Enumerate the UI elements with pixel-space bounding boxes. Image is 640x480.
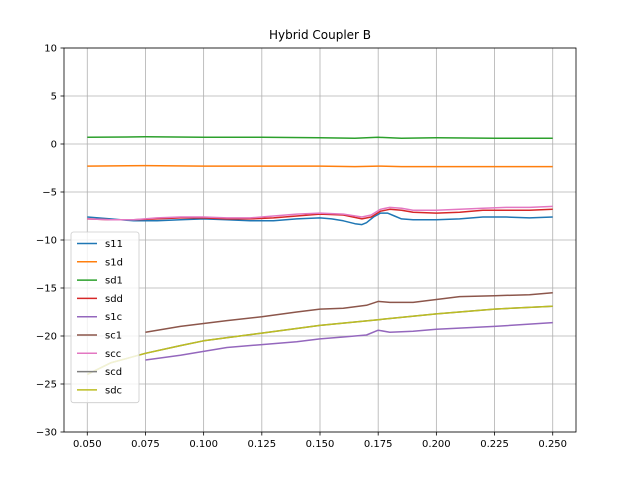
x-tick-label: 0.075	[131, 439, 160, 450]
legend-box	[70, 231, 140, 404]
y-tick-label: −15	[36, 284, 57, 295]
x-tick-label: 0.175	[364, 439, 393, 450]
y-tick-label: −30	[36, 428, 57, 439]
series-line-s1c	[145, 321, 553, 361]
series-line-scc	[87, 205, 553, 221]
x-tick-label: 0.100	[189, 439, 218, 450]
x-tick-label: 0.250	[538, 439, 567, 450]
y-tick-label: 10	[44, 44, 57, 55]
y-tick-label: −20	[36, 332, 57, 343]
legend-label: sd1	[105, 276, 123, 287]
series-line-sdd	[87, 208, 553, 221]
series-line-s1d	[87, 164, 553, 168]
legend-label: s1d	[105, 257, 123, 268]
legend: s11 s1d sd1 sdd s1c sc1 scc scd sdc	[70, 231, 140, 404]
x-tick-label: 0.225	[480, 439, 509, 450]
y-tick-label: −5	[42, 188, 57, 199]
legend-label: sc1	[105, 331, 122, 342]
y-tick-label: 5	[51, 92, 57, 103]
legend-label: scc	[105, 349, 121, 360]
y-tick-label: −25	[36, 380, 57, 391]
legend-label: scd	[105, 367, 122, 378]
series-line-sc1	[145, 292, 553, 333]
series-line-s11	[87, 212, 553, 226]
y-tick-label: 0	[51, 140, 57, 151]
x-tick-label: 0.125	[247, 439, 276, 450]
x-tick-label: 0.150	[306, 439, 335, 450]
x-tick-label: 0.050	[73, 439, 102, 450]
grid	[64, 47, 576, 433]
chart-title: Hybrid Coupler B	[269, 28, 371, 42]
y-tick-label: −10	[36, 236, 57, 247]
legend-label: s11	[105, 239, 123, 250]
axis-ticks: 0.050 0.075 0.100 0.125 0.150 0.175 0.200 0.225…	[36, 44, 567, 451]
legend-label: s1c	[105, 312, 122, 323]
legend-label: sdc	[105, 385, 122, 396]
legend-label: sdd	[105, 294, 123, 305]
series-line-sd1	[87, 136, 553, 139]
x-tick-label: 0.200	[422, 439, 451, 450]
